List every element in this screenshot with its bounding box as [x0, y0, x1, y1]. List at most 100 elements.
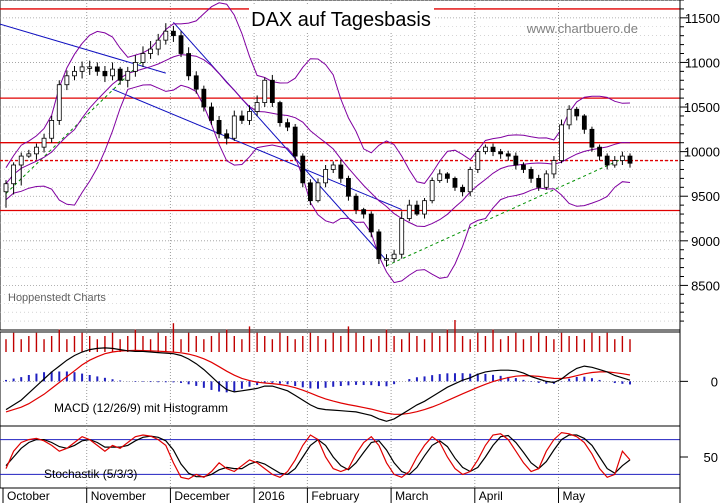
x-tick-label: May — [563, 489, 586, 503]
candle-body — [513, 155, 519, 166]
bollinger-bands — [5, 2, 631, 284]
candle-body — [414, 204, 420, 215]
macd-signal-line — [5, 349, 631, 415]
credit-label: Hoppenstedt Charts — [8, 292, 106, 304]
candle-body — [94, 66, 100, 72]
candle-body — [110, 68, 115, 77]
x-tick-label: April — [479, 489, 503, 503]
trend-line-blue — [173, 21, 387, 261]
candle-body — [353, 195, 359, 210]
candle-body — [277, 102, 283, 124]
x-tick-label: March — [395, 489, 428, 503]
candle-body — [429, 180, 435, 202]
candle-body — [581, 115, 587, 130]
candle-body — [201, 88, 207, 108]
candle-body — [521, 164, 526, 170]
chart-title: DAX auf Tagesbasis — [251, 9, 431, 31]
candle-body — [3, 183, 9, 193]
macd-indicator — [5, 347, 631, 422]
candle-body — [368, 213, 374, 233]
candle-body — [323, 169, 329, 184]
volume-bars — [5, 320, 631, 352]
macd-label: MACD (12/26/9) mit Histogramm — [54, 401, 228, 415]
bollinger-lower — [5, 84, 631, 284]
y-tick-label: 11000 — [685, 55, 720, 70]
candle-body — [64, 75, 70, 86]
candle-body — [559, 124, 564, 161]
candle-body — [406, 204, 412, 219]
y-tick-label: 10000 — [684, 145, 720, 160]
candle-body — [399, 218, 405, 255]
stochastic-label: Stochastik (5/3/3) — [44, 467, 137, 481]
candle-body — [300, 155, 306, 184]
candle-body — [627, 155, 633, 164]
candle-body — [391, 253, 397, 260]
candle-body — [536, 177, 542, 188]
candle-body — [330, 164, 336, 170]
bollinger-upper — [5, 2, 631, 184]
candlesticks — [3, 23, 633, 267]
candle-body — [117, 68, 123, 81]
candle-body — [247, 111, 252, 121]
candle-body — [209, 106, 214, 121]
y-tick-label: 9000 — [691, 234, 720, 249]
candle-body — [18, 155, 24, 166]
x-tick-label: December — [174, 489, 229, 503]
trend-line-blue — [0, 23, 166, 74]
x-tick-label: October — [7, 489, 50, 503]
candle-body — [292, 126, 298, 157]
candle-body — [239, 115, 245, 121]
source-label: www.chartbuero.de — [526, 21, 638, 36]
stoch-tick-label: 50 — [704, 450, 718, 465]
candle-body — [612, 160, 618, 166]
y-tick-label: 8500 — [691, 278, 720, 293]
candle-body — [422, 200, 427, 215]
candle-body — [132, 62, 138, 72]
candle-body — [155, 39, 161, 50]
candle-body — [11, 164, 17, 185]
candle-body — [543, 173, 549, 188]
candle-body — [346, 177, 351, 197]
y-tick-label: 11500 — [685, 11, 720, 26]
bollinger-middle — [5, 54, 631, 228]
candle-body — [262, 79, 268, 103]
candle-body — [551, 160, 557, 175]
candle-body — [361, 209, 367, 215]
candle-body — [490, 146, 496, 153]
candle-body — [307, 182, 313, 202]
candle-body — [483, 146, 488, 153]
candle-body — [597, 146, 602, 157]
candle-body — [56, 84, 62, 121]
y-tick-label: 10500 — [684, 100, 720, 115]
candle-body — [26, 153, 32, 157]
candle-body — [437, 173, 443, 182]
candle-body — [148, 48, 153, 54]
candle-body — [528, 169, 534, 179]
x-tick-label: November — [91, 489, 146, 503]
candle-body — [193, 75, 199, 90]
candle-body — [163, 30, 169, 41]
candle-body — [566, 108, 572, 126]
stochastic-indicator — [0, 431, 680, 480]
candle-body — [376, 231, 382, 260]
candle-body — [186, 53, 192, 77]
candle-body — [41, 137, 47, 148]
candle-body — [102, 70, 108, 77]
trend-line-green — [386, 158, 623, 267]
candle-body — [72, 70, 77, 77]
candle-body — [338, 164, 344, 179]
chart-title-box — [249, 4, 434, 32]
candle-body — [498, 151, 504, 155]
candle-body — [231, 115, 237, 139]
candle-body — [140, 53, 146, 63]
candle-body — [574, 108, 580, 117]
candle-body — [444, 173, 450, 179]
candle-body — [475, 151, 481, 170]
candle-body — [269, 79, 275, 103]
candle-body — [216, 120, 222, 135]
candle-body — [125, 70, 131, 81]
candle-body — [505, 153, 511, 157]
trend-lines — [0, 21, 623, 267]
y-tick-label: 9500 — [691, 189, 720, 204]
